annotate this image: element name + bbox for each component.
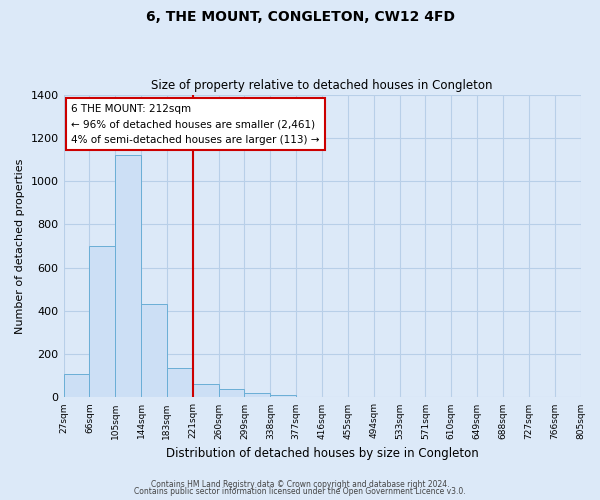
Bar [271,396,296,398]
Bar [167,368,193,398]
Bar [218,389,244,398]
Text: Contains HM Land Registry data © Crown copyright and database right 2024.: Contains HM Land Registry data © Crown c… [151,480,449,489]
Bar [89,246,115,398]
Y-axis label: Number of detached properties: Number of detached properties [15,158,25,334]
Text: Contains public sector information licensed under the Open Government Licence v3: Contains public sector information licen… [134,487,466,496]
X-axis label: Distribution of detached houses by size in Congleton: Distribution of detached houses by size … [166,447,478,460]
Title: Size of property relative to detached houses in Congleton: Size of property relative to detached ho… [151,79,493,92]
Text: 6, THE MOUNT, CONGLETON, CW12 4FD: 6, THE MOUNT, CONGLETON, CW12 4FD [146,10,455,24]
Bar [244,393,271,398]
Bar [141,304,167,398]
Bar [193,384,218,398]
Bar [115,155,141,398]
Text: 6 THE MOUNT: 212sqm
← 96% of detached houses are smaller (2,461)
4% of semi-deta: 6 THE MOUNT: 212sqm ← 96% of detached ho… [71,104,320,145]
Bar [64,374,89,398]
